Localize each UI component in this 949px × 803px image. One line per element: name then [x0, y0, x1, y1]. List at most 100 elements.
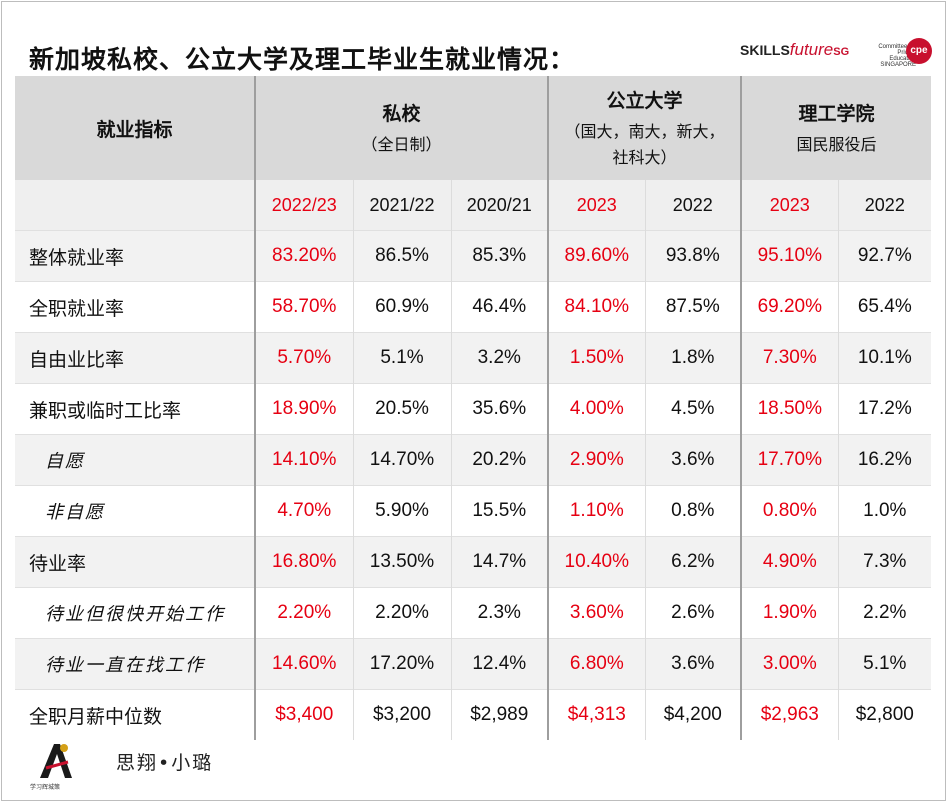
- cell-value: 2.2%: [837, 587, 932, 639]
- cell-value: 15.5%: [450, 485, 549, 537]
- skillsfuture-logo: SKILLSfutureSG: [740, 40, 850, 59]
- cell-value: 5.1%: [837, 638, 932, 690]
- group-private-school: 私校 （全日制）: [253, 76, 549, 180]
- year-header-row: 2022/23 2021/22 2020/21 2023 2022 2023 2…: [15, 180, 932, 231]
- cell-value: 1.10%: [547, 485, 646, 537]
- table-row: 兼职或临时工比率 18.90% 20.5% 35.6% 4.00% 4.5% 1…: [15, 383, 932, 435]
- table-row: 整体就业率 83.20% 86.5% 85.3% 89.60% 93.8% 95…: [15, 230, 932, 282]
- cell-value: 95.10%: [740, 230, 839, 282]
- row-label: 整体就业率: [15, 230, 255, 282]
- cell-value: 2.20%: [254, 587, 353, 639]
- cell-value: 4.90%: [740, 536, 839, 588]
- cell-value: 16.80%: [254, 536, 353, 588]
- cell-value: 7.3%: [837, 536, 932, 588]
- cell-value: 10.1%: [837, 332, 932, 384]
- cell-value: 2.3%: [450, 587, 549, 639]
- cell-value: $2,989: [450, 689, 549, 740]
- cell-value: 35.6%: [450, 383, 549, 435]
- table-row: 自由业比率 5.70% 5.1% 3.2% 1.50% 1.8% 7.30% 1…: [15, 332, 932, 384]
- cell-value: 1.0%: [837, 485, 932, 537]
- row-label: 待业一直在找工作: [15, 638, 255, 690]
- group-header-row: 就业指标 私校 （全日制） 公立大学 （国大，南大，新大，社科大） 理工学院 国民服役…: [15, 76, 932, 180]
- employment-table: 就业指标 私校 （全日制） 公立大学 （国大，南大，新大，社科大） 理工学院 国民服役…: [15, 76, 932, 740]
- indicator-header: 就业指标: [15, 76, 255, 180]
- cell-value: 58.70%: [254, 281, 353, 333]
- year-header: 2022: [644, 180, 742, 231]
- cell-value: 20.2%: [450, 434, 549, 486]
- cell-value: 83.20%: [254, 230, 353, 282]
- row-label: 待业但很快开始工作: [15, 587, 255, 639]
- cell-value: $3,200: [352, 689, 451, 740]
- table-row: 非自愿 4.70% 5.90% 15.5% 1.10% 0.8% 0.80% 1…: [15, 485, 932, 537]
- cpe-logo: cpe: [906, 38, 932, 64]
- cell-value: 4.00%: [547, 383, 646, 435]
- cell-value: 5.70%: [254, 332, 353, 384]
- cell-value: 10.40%: [547, 536, 646, 588]
- cell-value: 46.4%: [450, 281, 549, 333]
- cell-value: 0.8%: [644, 485, 742, 537]
- row-label: 全职月薪中位数: [15, 689, 255, 740]
- row-label: 自愿: [15, 434, 255, 486]
- year-header: 2020/21: [450, 180, 549, 231]
- cell-value: 13.50%: [352, 536, 451, 588]
- row-label: 兼职或临时工比率: [15, 383, 255, 435]
- cell-value: 4.70%: [254, 485, 353, 537]
- year-header: 2022/23: [254, 180, 353, 231]
- cell-value: 86.5%: [352, 230, 451, 282]
- cell-value: 92.7%: [837, 230, 932, 282]
- year-header: 2021/22: [352, 180, 451, 231]
- cell-value: 3.6%: [644, 638, 742, 690]
- cell-value: 2.20%: [352, 587, 451, 639]
- row-label: 全职就业率: [15, 281, 255, 333]
- cell-value: 20.5%: [352, 383, 451, 435]
- cell-value: 16.2%: [837, 434, 932, 486]
- cell-value: 87.5%: [644, 281, 742, 333]
- cell-value: 93.8%: [644, 230, 742, 282]
- row-label: 待业率: [15, 536, 255, 588]
- year-header: 2023: [740, 180, 839, 231]
- cell-value: 14.10%: [254, 434, 353, 486]
- cell-value: $4,313: [547, 689, 646, 740]
- cell-value: 4.5%: [644, 383, 742, 435]
- cell-value: 18.90%: [254, 383, 353, 435]
- table-row: 全职就业率 58.70% 60.9% 46.4% 84.10% 87.5% 69…: [15, 281, 932, 333]
- footer-author: 思翔•小璐: [116, 752, 214, 774]
- cell-value: 2.6%: [644, 587, 742, 639]
- table-row: 自愿 14.10% 14.70% 20.2% 2.90% 3.6% 17.70%…: [15, 434, 932, 486]
- row-label: 自由业比率: [15, 332, 255, 384]
- table-row: 待业一直在找工作 14.60% 17.20% 12.4% 6.80% 3.6% …: [15, 638, 932, 690]
- cell-value: 7.30%: [740, 332, 839, 384]
- cell-value: 6.80%: [547, 638, 646, 690]
- cell-value: 3.6%: [644, 434, 742, 486]
- cell-value: 14.70%: [352, 434, 451, 486]
- cell-value: 1.90%: [740, 587, 839, 639]
- page-title: 新加坡私校、公立大学及理工毕业生就业情况：: [29, 45, 576, 74]
- cell-value: 1.50%: [547, 332, 646, 384]
- cell-value: 18.50%: [740, 383, 839, 435]
- cell-value: 5.90%: [352, 485, 451, 537]
- cell-value: 69.20%: [740, 281, 839, 333]
- cell-value: 12.4%: [450, 638, 549, 690]
- cell-value: 1.8%: [644, 332, 742, 384]
- cell-value: 3.60%: [547, 587, 646, 639]
- cell-value: $4,200: [644, 689, 742, 740]
- year-blank: [15, 180, 255, 231]
- cell-value: 0.80%: [740, 485, 839, 537]
- cell-value: $2,963: [740, 689, 839, 740]
- cell-value: 65.4%: [837, 281, 932, 333]
- cell-value: 17.2%: [837, 383, 932, 435]
- cell-value: 89.60%: [547, 230, 646, 282]
- table-row: 待业但很快开始工作 2.20% 2.20% 2.3% 3.60% 2.6% 1.…: [15, 587, 932, 639]
- cell-value: 3.2%: [450, 332, 549, 384]
- cell-value: 17.20%: [352, 638, 451, 690]
- row-label: 非自愿: [15, 485, 255, 537]
- cell-value: 14.60%: [254, 638, 353, 690]
- cell-value: 6.2%: [644, 536, 742, 588]
- cell-value: 2.90%: [547, 434, 646, 486]
- group-polytechnic: 理工学院 国民服役后: [740, 76, 932, 180]
- group-public-university: 公立大学 （国大，南大，新大，社科大）: [547, 76, 742, 180]
- table-row: 全职月薪中位数 $3,400 $3,200 $2,989 $4,313 $4,2…: [15, 689, 932, 740]
- cell-value: 17.70%: [740, 434, 839, 486]
- footer-logo-icon: [40, 744, 72, 778]
